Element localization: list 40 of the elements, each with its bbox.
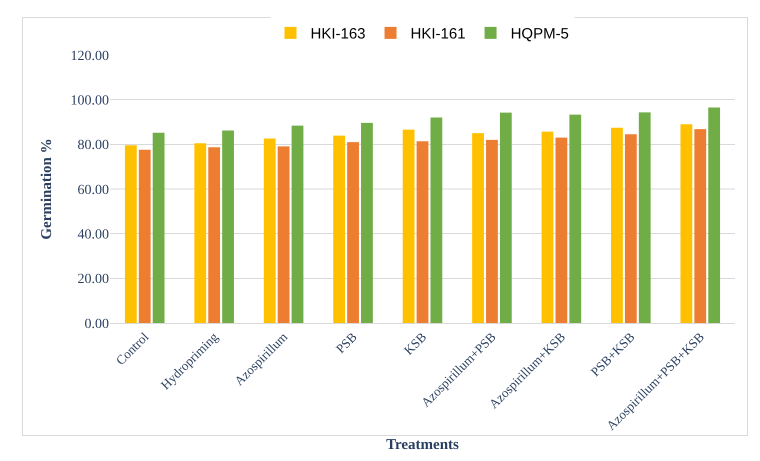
bar — [416, 141, 428, 323]
bar — [708, 107, 720, 323]
bar — [569, 114, 582, 323]
bar — [292, 126, 304, 323]
x-tick-label: PSB — [332, 328, 360, 356]
y-tick-label: 80.00 — [78, 138, 109, 154]
legend-label: HKI-161 — [410, 26, 466, 43]
bar — [152, 132, 165, 323]
bar — [472, 133, 484, 323]
bar — [222, 130, 234, 323]
bar — [347, 142, 359, 323]
legend-label: HQPM-5 — [510, 26, 569, 43]
bar — [624, 134, 637, 323]
bar — [333, 136, 346, 323]
y-tick-label: 100.00 — [70, 94, 109, 109]
x-axis-title: Treatments — [386, 436, 460, 453]
y-tick-label: 20.00 — [78, 272, 109, 288]
bar — [611, 128, 623, 323]
bar — [264, 138, 276, 323]
y-tick-label: 120.00 — [70, 48, 109, 64]
bar — [430, 118, 442, 323]
bar — [208, 147, 220, 323]
y-tick-label: 0.00 — [84, 316, 109, 332]
y-axis-title: Germination % — [38, 138, 55, 240]
bar — [542, 132, 554, 323]
legend-label: HKI-163 — [310, 26, 366, 43]
bar — [194, 143, 206, 323]
bar — [402, 130, 415, 323]
bar — [138, 150, 151, 323]
bar — [486, 140, 498, 323]
bar — [555, 138, 568, 323]
bar — [278, 146, 290, 323]
bar — [500, 112, 512, 323]
bar — [694, 129, 706, 323]
y-tick-label: 60.00 — [78, 182, 109, 198]
bar — [680, 124, 692, 323]
y-tick-label: 40.00 — [78, 228, 109, 243]
bar — [124, 145, 137, 323]
bar — [361, 122, 373, 323]
bar — [638, 112, 651, 323]
